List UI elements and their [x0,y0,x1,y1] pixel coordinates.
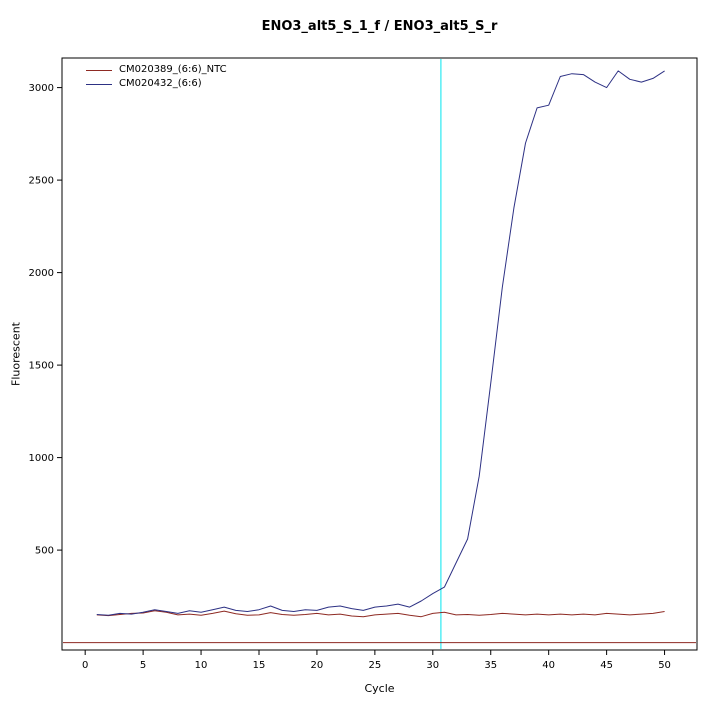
x-tick-label: 35 [484,660,497,671]
legend: CM020389_(6:6)_NTC CM020432_(6:6) [86,63,227,91]
chart-title: ENO3_alt5_S_1_f / ENO3_alt5_S_r [261,19,498,34]
y-tick-label: 1500 [29,361,54,372]
x-tick-label: 10 [195,660,208,671]
x-tick-label: 0 [82,660,88,671]
y-tick-label: 500 [35,546,54,557]
x-tick-label: 50 [658,660,671,671]
legend-label-ntc: CM020389_(6:6)_NTC [119,64,227,75]
x-tick-label: 40 [542,660,555,671]
plot-box [61,57,698,651]
y-tick-label: 2500 [29,176,54,187]
legend-item-ntc: CM020389_(6:6)_NTC [86,63,227,77]
legend-item-sample: CM020432_(6:6) [86,77,227,91]
x-tick-label: 45 [600,660,613,671]
x-tick-label: 15 [253,660,266,671]
y-tick-label: 2000 [29,268,54,279]
x-tick-label: 20 [311,660,324,671]
sample-line-swatch [86,83,112,85]
series-line-1 [96,70,665,616]
legend-label-sample: CM020432_(6:6) [119,78,202,89]
ntc-line-swatch [86,69,112,71]
y-tick-label: 1000 [29,453,54,464]
series-line-0 [96,610,665,618]
x-axis-label: Cycle [364,682,395,695]
x-tick-label: 5 [140,660,146,671]
x-tick-label: 25 [368,660,381,671]
y-tick-label: 3000 [29,83,54,94]
x-tick-label: 30 [426,660,439,671]
